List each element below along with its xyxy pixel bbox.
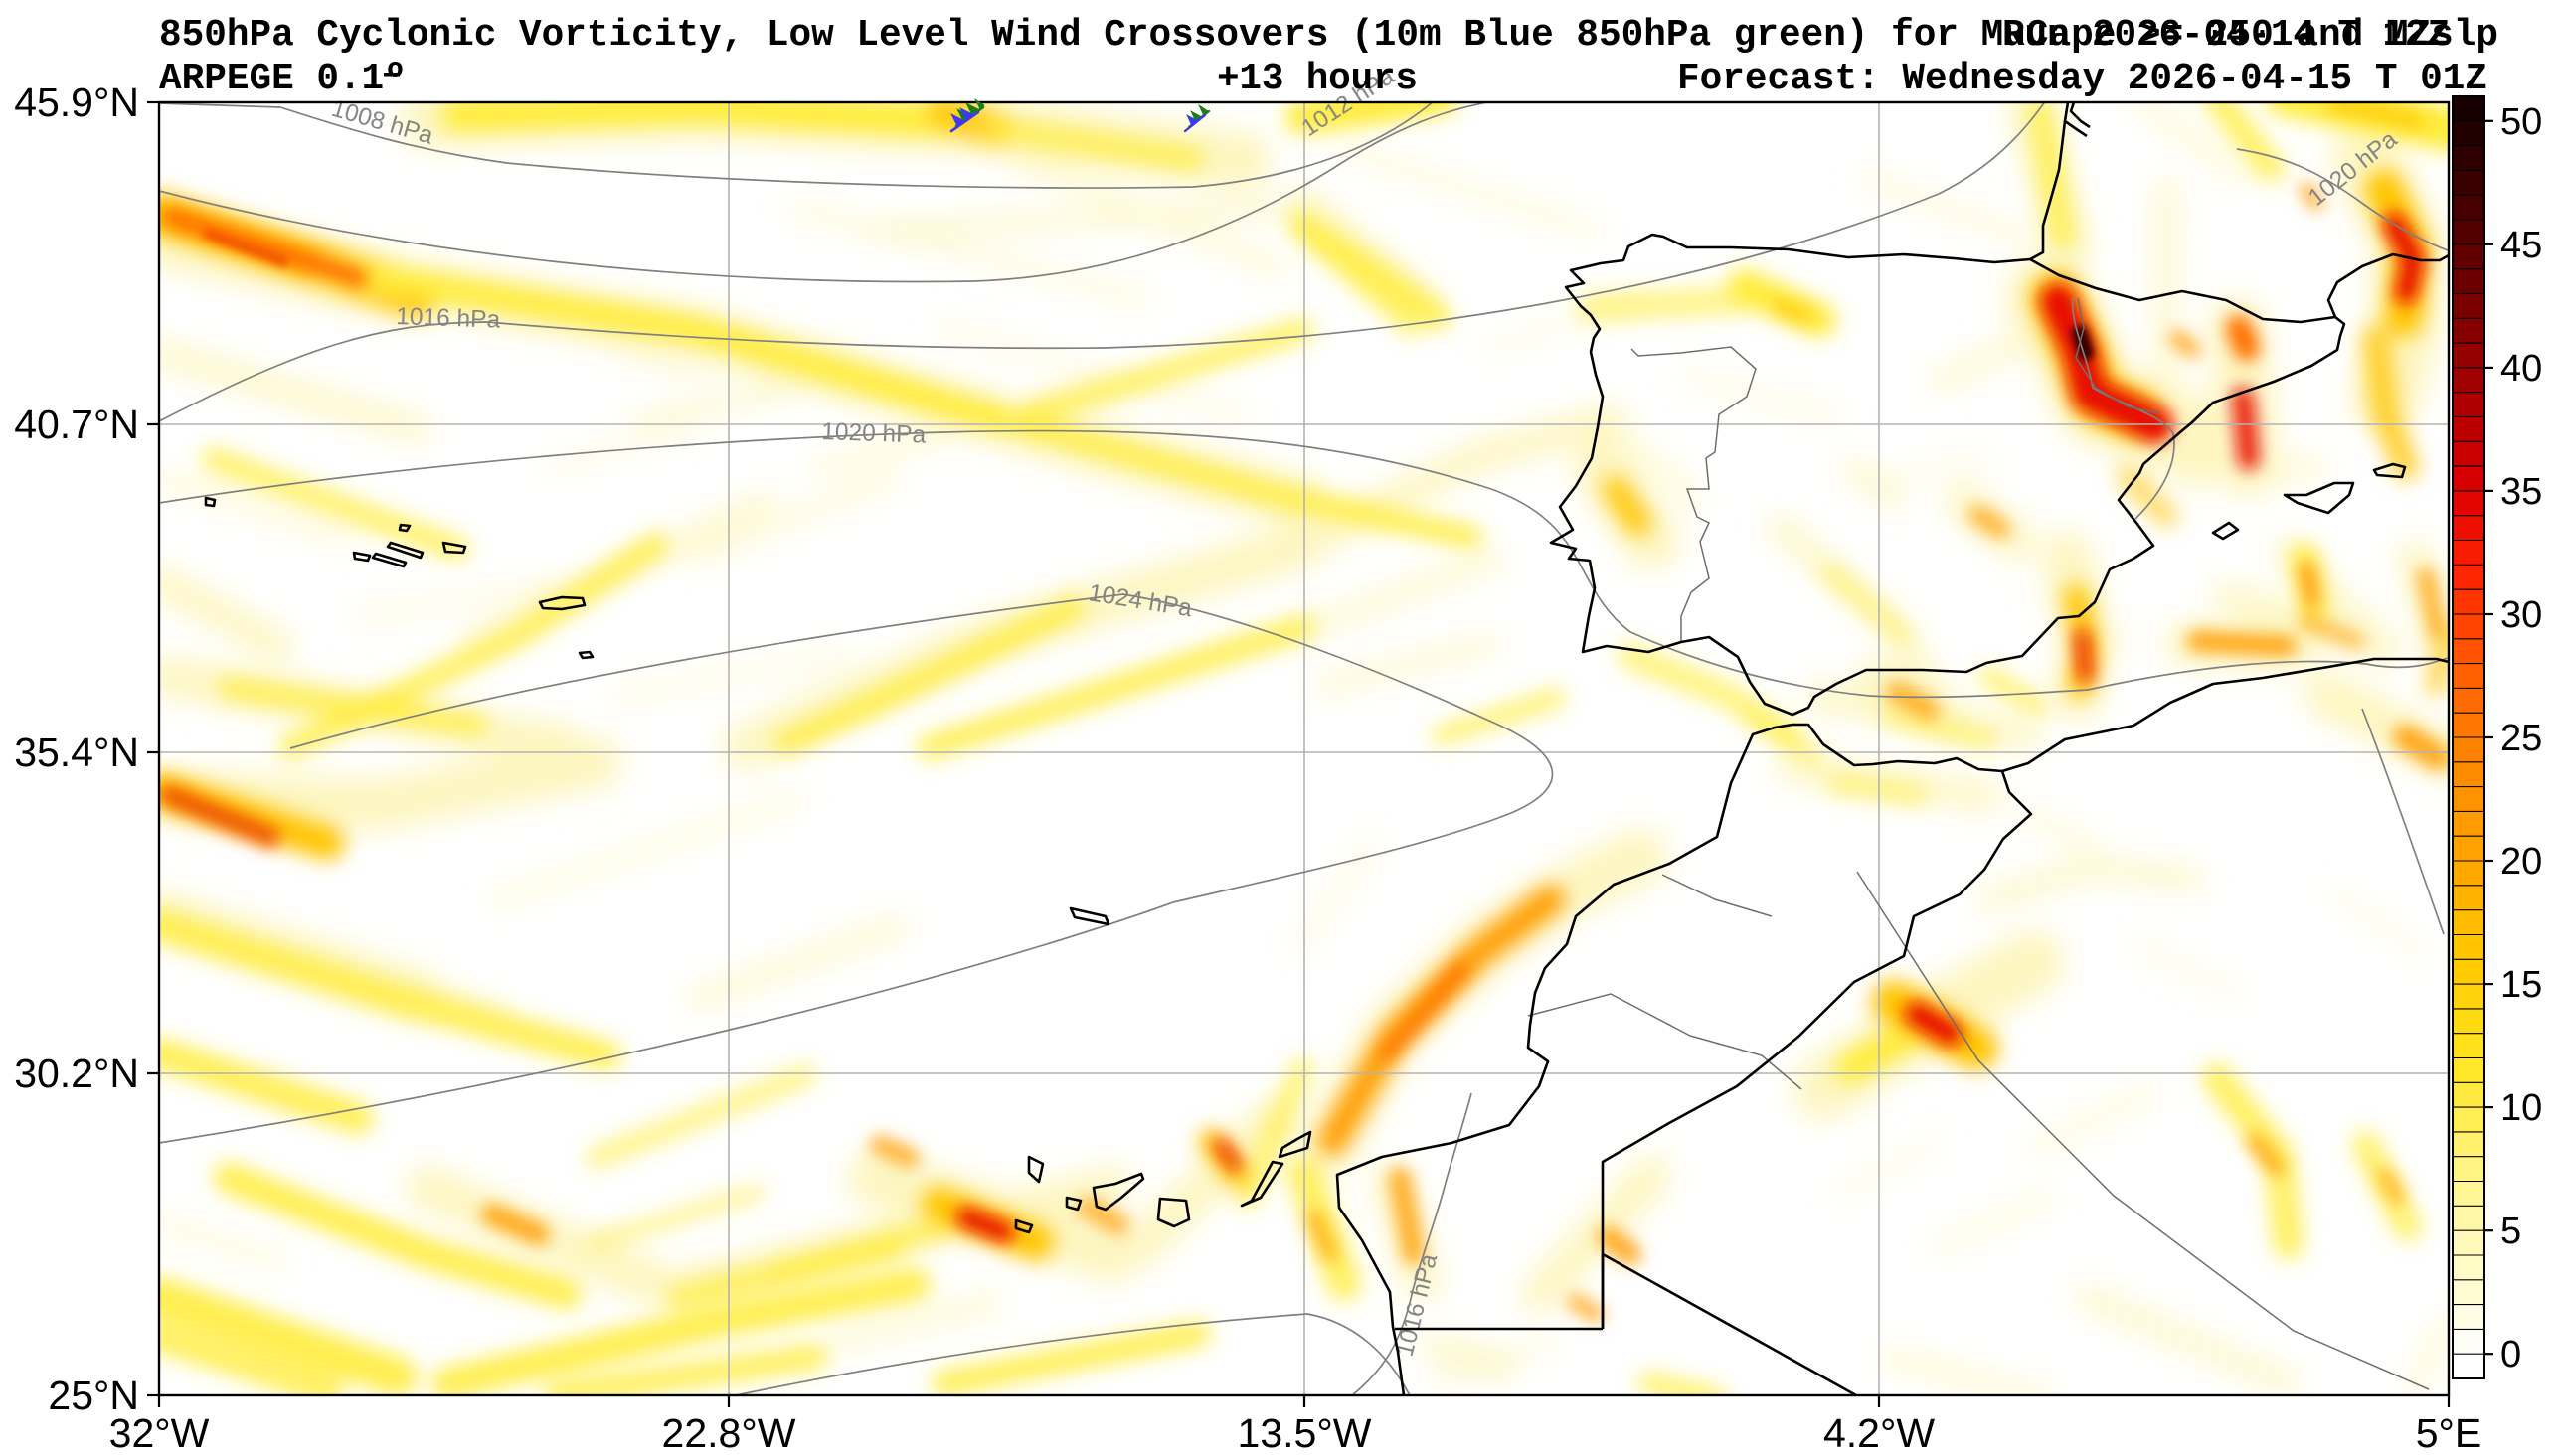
svg-text:10: 10 bbox=[2500, 1087, 2542, 1129]
svg-text:ARPEGE 0.1º: ARPEGE 0.1º bbox=[159, 59, 407, 100]
svg-text:Forecast: Wednesday 2026-04-15: Forecast: Wednesday 2026-04-15 T 01Z bbox=[1677, 59, 2487, 100]
svg-text:30: 30 bbox=[2500, 594, 2542, 636]
svg-text:45.9°N: 45.9°N bbox=[14, 80, 139, 125]
svg-text:22.8°W: 22.8°W bbox=[662, 1410, 796, 1456]
svg-text:40.7°N: 40.7°N bbox=[14, 402, 139, 447]
svg-text:15: 15 bbox=[2500, 964, 2542, 1006]
svg-text:4.2°W: 4.2°W bbox=[1823, 1410, 1935, 1456]
svg-text:20: 20 bbox=[2500, 841, 2542, 883]
svg-text:32°W: 32°W bbox=[109, 1410, 210, 1456]
svg-text:+13 hours: +13 hours bbox=[1217, 59, 1418, 100]
svg-text:5: 5 bbox=[2500, 1211, 2521, 1252]
svg-text:25: 25 bbox=[2500, 718, 2542, 759]
svg-text:13.5°W: 13.5°W bbox=[1238, 1410, 1372, 1456]
svg-text:35: 35 bbox=[2500, 471, 2542, 513]
svg-text:35.4°N: 35.4°N bbox=[14, 729, 139, 775]
svg-text:850hPa Cyclonic Vorticity, Low: 850hPa Cyclonic Vorticity, Low Level Win… bbox=[159, 15, 2498, 57]
svg-text:Run 2026-04-14 T 12Z: Run 2026-04-14 T 12Z bbox=[2002, 15, 2450, 57]
svg-text:25°N: 25°N bbox=[48, 1373, 139, 1418]
svg-text:5°E: 5°E bbox=[2416, 1410, 2482, 1456]
svg-text:40: 40 bbox=[2500, 348, 2542, 390]
svg-text:30.2°N: 30.2°N bbox=[14, 1051, 139, 1096]
svg-text:1016 hPa: 1016 hPa bbox=[396, 303, 501, 334]
svg-text:50: 50 bbox=[2500, 101, 2542, 143]
svg-text:0: 0 bbox=[2500, 1334, 2521, 1375]
svg-text:1020 hPa: 1020 hPa bbox=[821, 418, 927, 449]
svg-text:45: 45 bbox=[2500, 225, 2542, 266]
